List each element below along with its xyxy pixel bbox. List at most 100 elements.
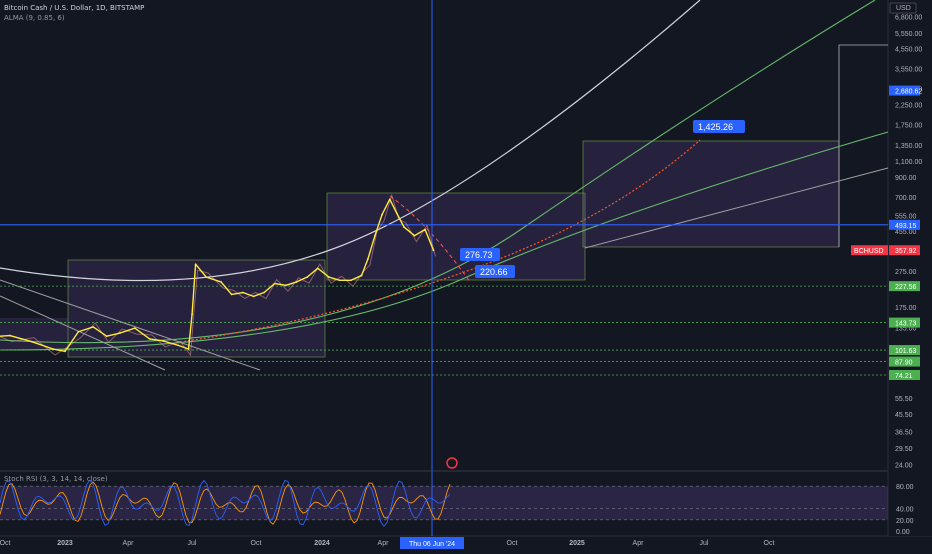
price-point [242, 291, 244, 294]
price-tick-label: 900.00 [895, 175, 917, 182]
price-point [30, 340, 33, 343]
price-point [360, 274, 363, 277]
time-tick-label: Oct [507, 540, 518, 547]
price-tick-label: 45.50 [895, 412, 913, 419]
price-tick-label: 4,550.00 [895, 47, 922, 54]
price-point [388, 198, 391, 201]
price-point [252, 295, 255, 298]
price-pane [0, 0, 888, 470]
time-tick-label: Oct [0, 540, 10, 547]
ticker-tag: BCHUSD [854, 248, 884, 255]
price-point [366, 258, 369, 261]
callout-box [693, 120, 745, 133]
price-tick-label: 5,550.00 [895, 31, 922, 38]
upper-arc [0, 0, 701, 282]
time-tick-label: Apr [633, 540, 645, 547]
price-tag-value: 143.73 [895, 321, 917, 328]
price-tag-bg [889, 245, 920, 256]
price-point [263, 291, 265, 294]
stoch-rsi-legend: Stoch RSI (3, 3, 14, 14, close) [4, 475, 108, 483]
time-tick-label: 2024 [314, 540, 330, 547]
price-tag-bg [889, 317, 920, 328]
callout-2: 220.66 [475, 265, 515, 278]
price-point [285, 284, 287, 287]
price-point [316, 267, 319, 270]
price-tick-label: 3,550.00 [895, 66, 922, 73]
price-point [92, 326, 95, 328]
symbol-title: Bitcoin Cash / U.S. Dollar, 1D, BITSTAMP [4, 4, 145, 12]
price-tick-label: 24.00 [895, 463, 913, 470]
price-axis: USD6,800.005,550.004,550.003,550.002,750… [851, 0, 932, 536]
time-tick-label: Oct [251, 540, 262, 547]
cursor-date-bg [400, 537, 464, 549]
callout-value: 220.66 [480, 267, 508, 277]
callout-value: 1,425.26 [698, 122, 733, 132]
time-tick-label: Jul [700, 540, 709, 547]
time-axis: Oct 2023 Apr Jul Oct 2024 Apr Oct 2025 Apr Jul Oct T… [0, 537, 774, 549]
osc-tick-label: 40.00 [896, 507, 914, 514]
time-tick-label: Jul [188, 540, 197, 547]
price-point [338, 279, 341, 282]
price-tick-label: 455.00 [895, 229, 917, 236]
currency-label: USD [896, 5, 911, 12]
price-point [306, 276, 309, 279]
event-marker-icon [446, 457, 458, 469]
price-tick-label: 36.50 [895, 429, 913, 436]
gray-trend [584, 167, 889, 249]
osc-tick-label: 20.00 [896, 518, 914, 525]
range-box-0 [0, 318, 68, 350]
callout-box [460, 248, 500, 261]
price-point [64, 350, 66, 353]
price-point [424, 228, 426, 231]
down-trend-1 [0, 295, 166, 371]
range-box-3 [582, 140, 840, 248]
price-point [162, 340, 165, 342]
oscillator-series [0, 479, 451, 527]
horizontal-levels [0, 0, 888, 536]
price-point [133, 327, 136, 330]
price-point [374, 234, 376, 237]
price-tick-label: 55.50 [895, 396, 913, 403]
price-point [220, 281, 222, 283]
price-tag-value: 357.92 [895, 248, 917, 255]
projection-bracket [838, 44, 888, 247]
price-tag-bg [889, 356, 920, 367]
middle-arc [0, 0, 876, 344]
osc-tick-label: 0.00 [896, 529, 910, 536]
price-line [0, 198, 435, 353]
alma-legend: ALMA (9, 0.85, 6) [4, 14, 65, 22]
price-series [0, 193, 437, 357]
price-point [119, 332, 121, 334]
down-trend-2 [0, 279, 261, 371]
price-tick-label: 275.00 [895, 269, 917, 276]
price-point [187, 348, 190, 350]
price-tag-value: 74.21 [895, 373, 913, 380]
price-point [381, 213, 383, 216]
price-point [205, 276, 208, 279]
pane-backgrounds [0, 0, 932, 537]
currency-box [889, 2, 917, 14]
price-tag-value: 2,680.62 [895, 89, 922, 96]
price-point [395, 212, 398, 215]
callout-box [475, 265, 515, 278]
price-tag-value: 227.56 [895, 284, 917, 291]
projection-dotted [179, 139, 701, 343]
time-tick-label: 2025 [569, 540, 585, 547]
price-tick-label: 1,750.00 [895, 122, 922, 129]
ticker-tag-bg [851, 245, 888, 256]
price-tag-bg [889, 370, 920, 380]
price-point [191, 313, 193, 315]
osc-tick-label: 80.00 [896, 484, 914, 491]
price-point [9, 334, 11, 337]
callout-0: 1,425.26 [693, 120, 745, 133]
price-tag-bg [889, 219, 920, 230]
price-point [350, 279, 352, 282]
cursor-date-label: Thu 06 Jun '24 [409, 541, 455, 548]
price-tick-label: 29.50 [895, 446, 913, 453]
time-tick-label: Apr [123, 540, 135, 547]
price-tick-label: 2,250.00 [895, 102, 922, 109]
price-point [402, 226, 405, 228]
price-point [77, 330, 80, 333]
